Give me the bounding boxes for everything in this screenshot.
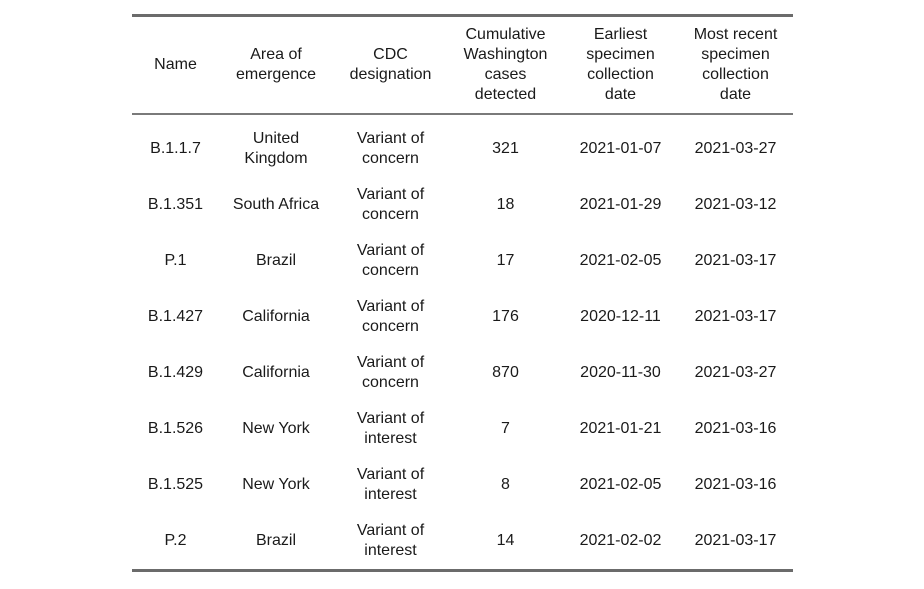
cell-cases: 176 xyxy=(492,308,519,325)
cell-area: California xyxy=(242,364,310,381)
cell-area: Brazil xyxy=(255,532,296,549)
table-row: P.2 Brazil Variant of interest 14 2021-0… xyxy=(132,513,793,571)
cell-name: B.1.429 xyxy=(147,364,204,381)
cell-earliest-date: 2021-02-05 xyxy=(579,476,662,493)
cell-cases: 321 xyxy=(492,140,519,157)
table-row: B.1.526 New York Variant of interest 7 2… xyxy=(132,401,793,457)
cell-earliest-date: 2020-11-30 xyxy=(580,364,661,381)
cell-designation: Variant of interest xyxy=(356,410,425,447)
table-row: B.1.427 California Variant of concern 17… xyxy=(132,289,793,345)
cell-earliest-date: 2020-12-11 xyxy=(580,308,661,325)
table-row: B.1.525 New York Variant of interest 8 2… xyxy=(132,457,793,513)
cell-area: New York xyxy=(242,476,310,493)
cell-name: B.1.525 xyxy=(147,476,204,493)
cell-designation: Variant of concern xyxy=(356,186,425,223)
cell-cases: 14 xyxy=(496,532,515,549)
cell-recent-date: 2021-03-16 xyxy=(694,476,777,493)
cell-area: New York xyxy=(242,420,310,437)
header-most-recent-date: Most recent specimen collection date xyxy=(693,26,778,103)
cell-designation: Variant of interest xyxy=(356,466,425,503)
header-area-of-emergence: Area of emergence xyxy=(235,46,317,83)
table-row: B.1.351 South Africa Variant of concern … xyxy=(132,177,793,233)
cell-recent-date: 2021-03-16 xyxy=(694,420,777,437)
cell-cases: 8 xyxy=(501,476,510,493)
cell-recent-date: 2021-03-17 xyxy=(694,308,777,325)
cell-name: P.1 xyxy=(164,252,187,269)
cell-area: South Africa xyxy=(232,196,320,213)
cell-recent-date: 2021-03-17 xyxy=(694,252,777,269)
cell-recent-date: 2021-03-17 xyxy=(694,532,777,549)
variant-table: Name Area of emergence CDC designation C… xyxy=(132,14,793,572)
header-cdc-designation: CDC designation xyxy=(349,46,432,83)
cell-designation: Variant of interest xyxy=(356,522,425,559)
cell-earliest-date: 2021-02-02 xyxy=(579,532,662,549)
cell-name: B.1.427 xyxy=(147,308,204,325)
cell-cases: 17 xyxy=(496,252,515,269)
cell-earliest-date: 2021-01-07 xyxy=(579,140,662,157)
cell-area: Brazil xyxy=(255,252,296,269)
table-row: B.1.1.7 United Kingdom Variant of concer… xyxy=(132,114,793,177)
cell-designation: Variant of concern xyxy=(356,298,425,335)
cell-cases: 7 xyxy=(501,420,510,437)
header-name: Name xyxy=(154,56,197,73)
cell-area: California xyxy=(242,308,310,325)
cell-cases: 18 xyxy=(496,196,515,213)
cell-name: B.1.1.7 xyxy=(150,140,201,157)
table-row: B.1.429 California Variant of concern 87… xyxy=(132,345,793,401)
table-row: P.1 Brazil Variant of concern 17 2021-02… xyxy=(132,233,793,289)
cell-designation: Variant of concern xyxy=(356,242,425,279)
cell-designation: Variant of concern xyxy=(356,130,425,167)
cell-name: B.1.526 xyxy=(147,420,204,437)
cell-earliest-date: 2021-01-21 xyxy=(579,420,662,437)
cell-recent-date: 2021-03-12 xyxy=(694,196,777,213)
cell-earliest-date: 2021-01-29 xyxy=(579,196,662,213)
cell-name: B.1.351 xyxy=(147,196,204,213)
cell-cases: 870 xyxy=(492,364,519,381)
cell-area: United Kingdom xyxy=(244,130,308,167)
cell-designation: Variant of concern xyxy=(356,354,425,391)
cell-earliest-date: 2021-02-05 xyxy=(579,252,662,269)
header-earliest-date: Earliest specimen collection date xyxy=(586,26,655,103)
cell-recent-date: 2021-03-27 xyxy=(694,364,777,381)
header-cumulative-cases: Cumulative Washington cases detected xyxy=(463,26,548,103)
header-row: Name Area of emergence CDC designation C… xyxy=(132,15,793,114)
cell-name: P.2 xyxy=(164,532,187,549)
cell-recent-date: 2021-03-27 xyxy=(694,140,777,157)
